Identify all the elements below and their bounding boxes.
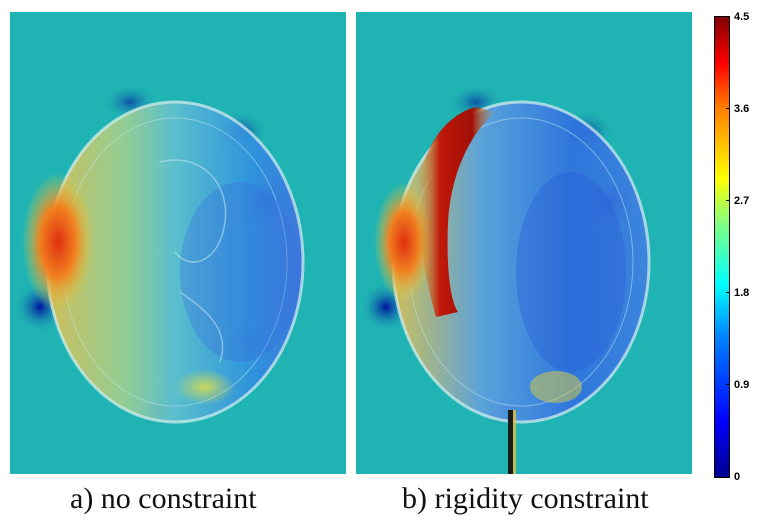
displacement-map-b (356, 12, 692, 474)
colorbar-tick-2-7: 2.7 (734, 195, 750, 207)
colorbar-tick-0: 0 (734, 471, 741, 483)
caption-no-constraint: a) no constraint (70, 482, 257, 515)
colorbar (714, 16, 730, 478)
colorbar-tick-0-9: 0.9 (734, 379, 750, 391)
colorbar-tick-1-8: 1.8 (734, 287, 750, 299)
panel-no-constraint (10, 12, 346, 474)
artifact-line (508, 410, 513, 474)
colorbar-tick-4-5: 4.5 (734, 11, 750, 23)
displacement-map-a (10, 12, 346, 474)
colorbar-tick-3-6: 3.6 (734, 103, 750, 115)
caption-rigidity-constraint: b) rigidity constraint (402, 482, 649, 515)
panel-rigidity-constraint (356, 12, 692, 474)
